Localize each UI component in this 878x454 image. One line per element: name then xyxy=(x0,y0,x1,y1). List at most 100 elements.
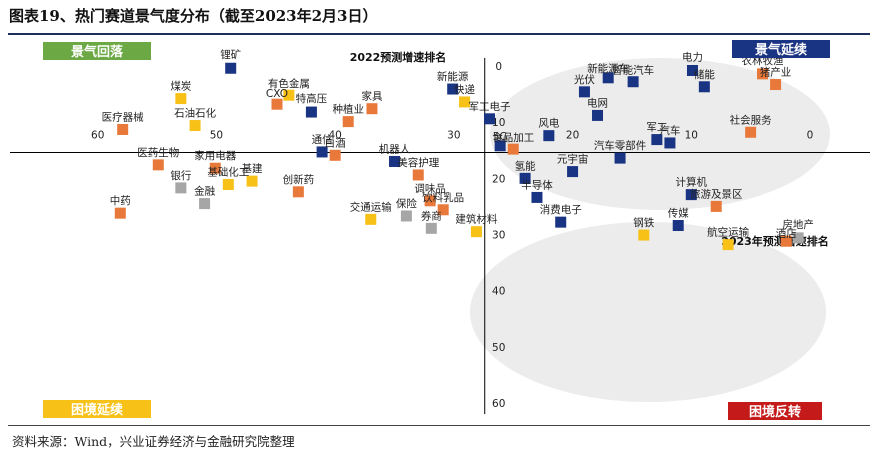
point-label: 有色金属 xyxy=(268,77,310,90)
point-marker xyxy=(483,113,495,125)
point-marker xyxy=(189,120,201,132)
point-label: 食品加工 xyxy=(492,131,534,144)
x-axis-title: 2022预测增速排名 xyxy=(350,50,447,64)
point-marker xyxy=(412,169,424,181)
point-marker xyxy=(447,83,459,95)
y-tick-label: 40 xyxy=(492,286,505,298)
lower-ellipse xyxy=(470,222,826,402)
point-label: 调味品 xyxy=(414,183,446,195)
point-marker xyxy=(770,79,782,91)
point-marker xyxy=(424,195,436,207)
point-marker xyxy=(470,226,482,238)
point-label: 建筑材料 xyxy=(455,213,497,226)
scatter-chart: 60 50 40 30 20 10 001020304050602022预测增速排名2023… xyxy=(10,40,870,420)
x-tick-label: 20 xyxy=(566,129,579,141)
point-marker xyxy=(175,93,187,105)
point-marker xyxy=(555,216,567,228)
point-marker xyxy=(437,204,449,216)
point-label: 券商 xyxy=(421,209,442,222)
point-marker xyxy=(389,155,401,167)
point-marker xyxy=(664,137,676,149)
point-label: 5G xyxy=(493,131,508,143)
point-label: 石油石化 xyxy=(174,107,216,120)
point-label: 智能汽车 xyxy=(612,64,654,77)
point-label: 美容护理 xyxy=(397,156,439,169)
y-tick-label: 30 xyxy=(492,230,505,242)
quadrant-tag-top-left xyxy=(43,42,151,60)
point-label: 通信 xyxy=(312,134,333,146)
point-label: 汽车 xyxy=(659,124,680,137)
point-marker xyxy=(114,207,126,219)
point-label: 半导体 xyxy=(521,178,553,191)
source-note: 资料来源：Wind，兴业证券经济与金融研究院整理 xyxy=(12,434,295,449)
point-marker xyxy=(283,89,295,101)
point-marker xyxy=(199,198,211,210)
point-label: 社会服务 xyxy=(730,113,772,126)
point-marker xyxy=(792,232,804,244)
quadrant-tag-label: 困境反转 xyxy=(749,404,801,420)
point-marker xyxy=(209,162,221,174)
point-label: 特高压 xyxy=(296,92,328,105)
point-label: 煤炭 xyxy=(170,80,191,93)
point-label: 种植业 xyxy=(332,103,364,116)
point-marker xyxy=(698,81,710,93)
point-marker xyxy=(614,152,626,164)
quadrant-tag-bottom-left xyxy=(43,400,151,418)
point-label: 旅游及景区 xyxy=(690,187,743,200)
point-label: 医疗器械 xyxy=(102,110,144,123)
point-marker xyxy=(638,229,650,241)
point-marker xyxy=(578,86,590,98)
point-marker xyxy=(780,235,792,247)
point-label: 新能源 xyxy=(437,70,469,83)
point-marker xyxy=(651,134,663,146)
y-tick-label: 10 xyxy=(492,117,505,129)
point-marker xyxy=(292,186,304,198)
point-marker xyxy=(425,222,437,234)
point-marker xyxy=(686,64,698,76)
point-label: 机器人 xyxy=(379,142,411,155)
y-tick-label: 20 xyxy=(492,173,505,185)
point-label: 家用电器 xyxy=(194,149,236,162)
point-marker xyxy=(366,103,378,115)
point-marker xyxy=(316,146,328,158)
x-tick-label: 0 xyxy=(807,129,814,141)
point-marker xyxy=(531,191,543,203)
chart-title: 图表19、热门赛道景气度分布（截至2023年2月3日） xyxy=(9,7,378,25)
point-label: 金融 xyxy=(194,185,215,198)
point-label: 新能源车 xyxy=(587,62,629,75)
quadrant-tag-label: 困境延续 xyxy=(71,402,123,418)
point-marker xyxy=(117,123,129,135)
title-rule xyxy=(8,33,870,35)
point-label: 计算机 xyxy=(676,176,708,189)
point-marker xyxy=(543,130,555,142)
point-label: 中药 xyxy=(110,194,131,207)
axes: 60 50 40 30 20 10 001020304050602022预测增速排名2023… xyxy=(10,50,870,414)
point-marker xyxy=(175,182,187,194)
point-label: 储能 xyxy=(694,68,715,81)
point-label: 汽车零部件 xyxy=(594,139,647,152)
point-label: 白酒 xyxy=(325,136,346,149)
point-label: 消费电子 xyxy=(540,203,582,216)
point-marker xyxy=(519,172,531,184)
point-label: 猪产业 xyxy=(760,66,792,79)
point-label: 创新药 xyxy=(283,173,315,186)
point-marker xyxy=(722,239,734,251)
point-marker xyxy=(246,175,258,187)
point-label: 传媒 xyxy=(668,207,689,220)
point-label: 元宇宙 xyxy=(557,153,589,166)
point-marker xyxy=(222,179,234,191)
point-label: 饮料乳品 xyxy=(422,191,464,204)
point-label: 光伏 xyxy=(574,73,595,86)
x-tick-label: 60 xyxy=(91,129,104,141)
y-tick-label: 0 xyxy=(495,61,502,73)
point-label: 快递 xyxy=(454,83,475,96)
point-label: 军工 xyxy=(646,122,667,134)
point-marker xyxy=(305,106,317,118)
point-label: 酒店 xyxy=(776,227,797,240)
point-label: 风电 xyxy=(538,117,559,130)
point-marker xyxy=(507,143,519,155)
point-marker xyxy=(567,166,579,178)
point-label: CXO xyxy=(266,88,288,100)
